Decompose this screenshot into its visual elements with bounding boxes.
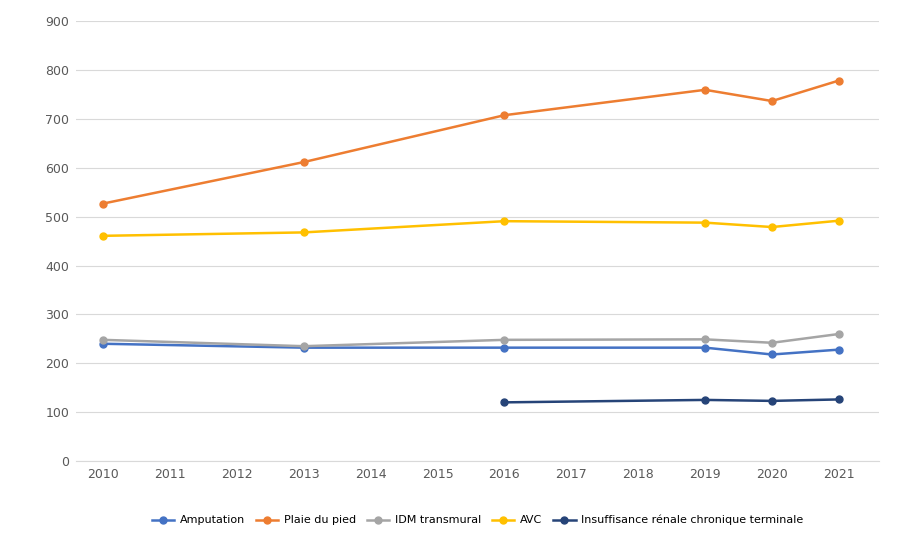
Insuffisance rénale chronique terminale [700, 397, 710, 403]
AVC [833, 218, 844, 224]
AVC [98, 233, 109, 239]
Insuffisance rénale chronique terminale [767, 398, 778, 404]
Line: AVC: AVC [100, 217, 842, 239]
Legend: Amputation, Plaie du pied, IDM transmural, AVC, Insuffisance rénale chronique te: Amputation, Plaie du pied, IDM transmura… [147, 510, 808, 530]
IDM transmural [833, 331, 844, 337]
AVC [499, 218, 509, 225]
Line: Plaie du pied: Plaie du pied [100, 77, 842, 207]
Plaie du pied [499, 112, 509, 118]
Plaie du pied [833, 77, 844, 84]
Plaie du pied [299, 159, 309, 165]
Amputation [98, 340, 109, 347]
IDM transmural [299, 343, 309, 349]
Plaie du pied [700, 87, 710, 93]
AVC [700, 219, 710, 226]
AVC [767, 224, 778, 230]
IDM transmural [767, 340, 778, 346]
Line: Insuffisance rénale chronique terminale: Insuffisance rénale chronique terminale [501, 396, 842, 406]
IDM transmural [700, 336, 710, 343]
Insuffisance rénale chronique terminale [499, 399, 509, 406]
Amputation [499, 345, 509, 351]
Line: IDM transmural: IDM transmural [100, 331, 842, 349]
Amputation [700, 345, 710, 351]
Amputation [833, 346, 844, 353]
Amputation [767, 351, 778, 358]
Plaie du pied [98, 200, 109, 207]
Line: Amputation: Amputation [100, 340, 842, 358]
IDM transmural [499, 337, 509, 343]
Insuffisance rénale chronique terminale [833, 396, 844, 403]
Plaie du pied [767, 98, 778, 105]
AVC [299, 229, 309, 236]
Amputation [299, 345, 309, 351]
IDM transmural [98, 337, 109, 343]
